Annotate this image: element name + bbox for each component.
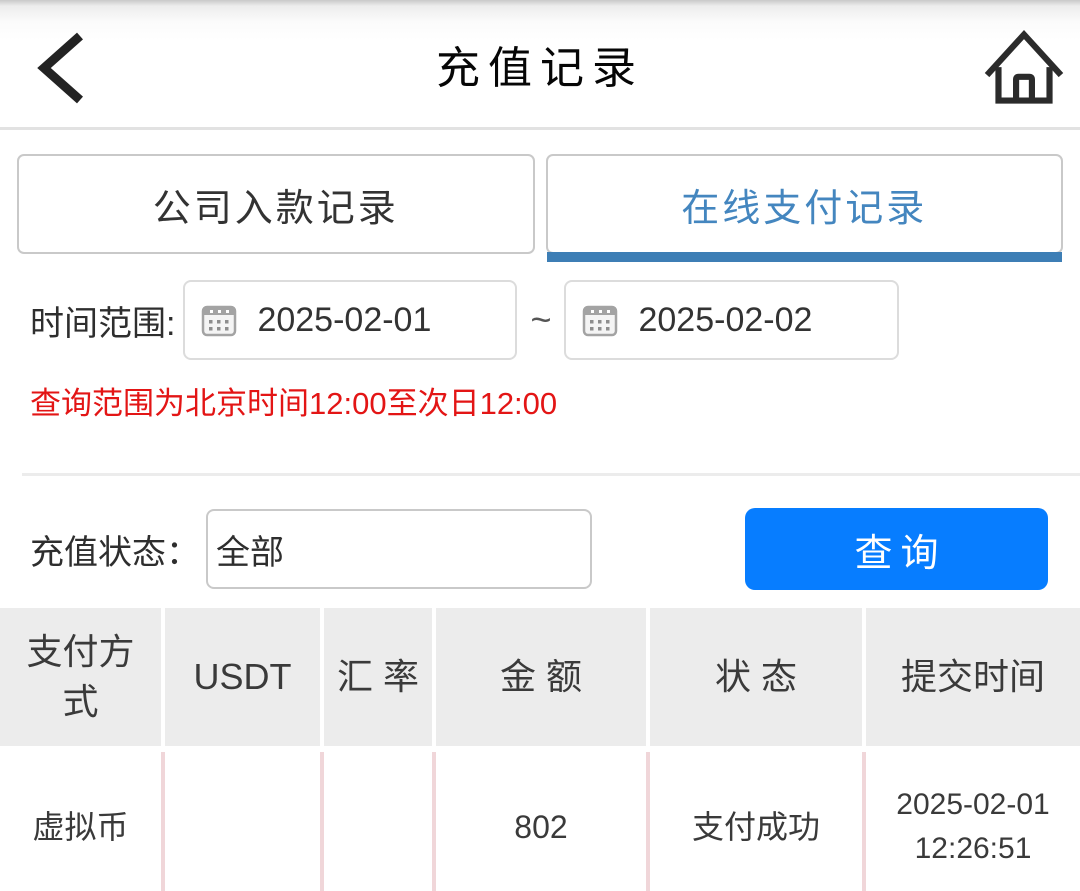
query-range-notice: 查询范围为北京时间12:00至次日12:00 [30, 386, 558, 421]
status-label: 充值状态： [30, 533, 200, 572]
cell-usdt [165, 752, 320, 891]
column-header-pay-method: 支付方式 [0, 608, 161, 746]
column-header-submit-time: 提交时间 [866, 608, 1080, 746]
tab-label: 在线支付记录 [681, 187, 928, 230]
home-icon [980, 24, 1068, 112]
date-to-value: 2025-02-02 [638, 300, 813, 339]
status-selected-value: 全部 [216, 533, 284, 572]
cell-pay-method: 虚拟币 [0, 752, 161, 891]
date-from-value: 2025-02-01 [257, 300, 432, 339]
column-header-amount: 金 额 [436, 608, 646, 746]
home-button[interactable] [978, 22, 1070, 114]
query-button[interactable]: 查询 [745, 508, 1048, 590]
record-tabs: 公司入款记录 在线支付记录 [0, 154, 1080, 262]
status-filter-row: 充值状态： 全部 查询 [0, 508, 1080, 590]
calendar-icon [201, 303, 237, 337]
cell-submit-time: 2025-02-01 12:26:51 [866, 752, 1080, 891]
calendar-icon [582, 303, 618, 337]
tab-company-deposit[interactable]: 公司入款记录 [17, 154, 535, 254]
back-button[interactable] [28, 26, 92, 110]
column-header-usdt: USDT [165, 608, 320, 746]
chevron-left-icon [34, 30, 86, 106]
tab-label: 公司入款记录 [152, 187, 399, 230]
cell-rate [324, 752, 432, 891]
column-header-rate: 汇 率 [324, 608, 432, 746]
table-header: 支付方式 USDT 汇 率 金 额 状 态 提交时间 [0, 608, 1080, 746]
column-header-status: 状 态 [650, 608, 862, 746]
range-separator: ~ [530, 299, 552, 340]
app-bar: 充值记录 [0, 0, 1080, 130]
cell-status: 支付成功 [650, 752, 862, 891]
table-row: 虚拟币 802 支付成功 2025-02-01 12:26:51 [0, 752, 1080, 891]
section-divider [22, 473, 1080, 476]
date-to-input[interactable]: 2025-02-02 [564, 280, 900, 360]
date-range-row: 时间范围: 2025-02-01 ~ [0, 280, 1080, 360]
date-from-input[interactable]: 2025-02-01 [183, 280, 518, 360]
status-select[interactable]: 全部 [206, 509, 592, 589]
cell-amount: 802 [436, 752, 646, 891]
date-range-label: 时间范围: [30, 304, 176, 343]
page-title: 充值记录 [436, 43, 644, 93]
tab-online-payment[interactable]: 在线支付记录 [545, 154, 1063, 262]
